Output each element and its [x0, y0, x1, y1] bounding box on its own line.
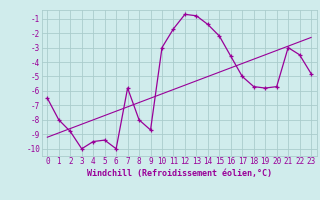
X-axis label: Windchill (Refroidissement éolien,°C): Windchill (Refroidissement éolien,°C)	[87, 169, 272, 178]
